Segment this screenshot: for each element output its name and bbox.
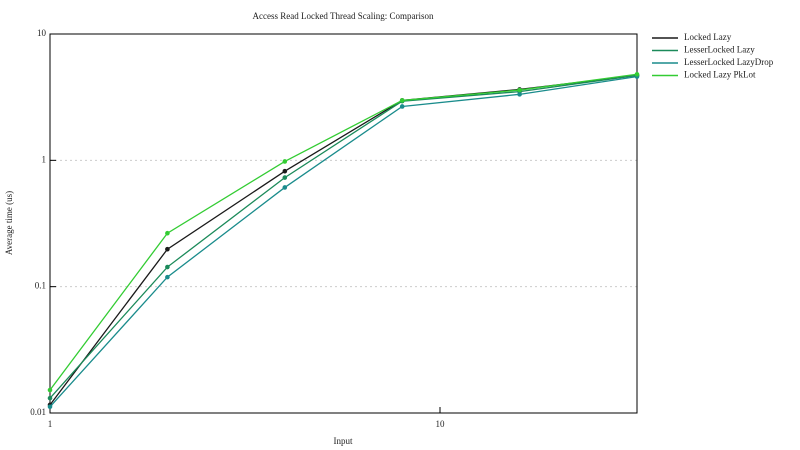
legend-label: LesserLocked Lazy [684,45,755,55]
legend-label: Locked Lazy PkLot [684,70,756,80]
point [399,104,405,109]
x-tick-label: 10 [435,419,445,429]
point [47,404,53,410]
point [165,230,170,236]
y-tick-label: 1 [42,154,47,164]
chart-title: Access Read Locked Thread Scaling: Compa… [252,11,434,21]
y-axis-label: Average time (us) [4,191,14,255]
point [399,98,405,103]
point [517,92,522,97]
series-line [49,75,638,408]
point [47,395,53,401]
x-tick-label: 1 [48,419,53,429]
point [165,246,170,252]
point [282,168,288,174]
point [165,264,170,270]
x-axis-label: Input [334,436,353,446]
point [282,185,288,190]
legend-label: LesserLocked LazyDrop [684,57,774,67]
point [517,87,522,93]
point [282,159,288,164]
y-tick-label: 10 [37,28,47,38]
point [282,175,288,180]
series-line [49,74,638,399]
y-tick-label: 0.01 [30,407,46,417]
plot-frame [49,33,638,414]
point [165,274,170,280]
point [47,387,53,393]
legend-label: Locked Lazy [684,32,732,42]
series-line [49,73,638,391]
point [634,71,640,77]
y-tick-label: 0.1 [35,281,46,291]
